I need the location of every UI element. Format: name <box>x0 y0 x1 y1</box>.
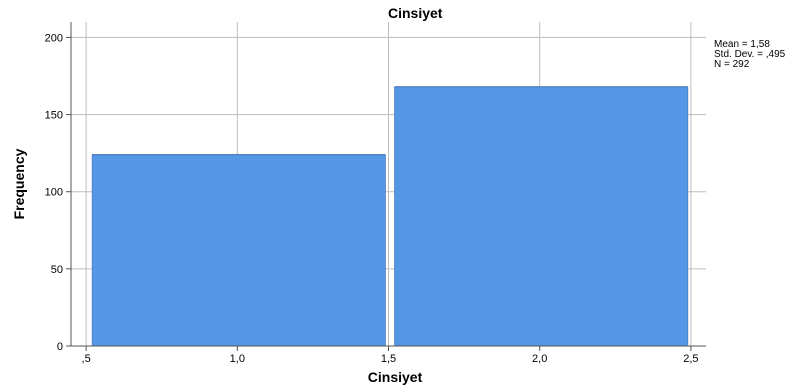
axes <box>66 22 706 351</box>
x-tick-label: 2,0 <box>532 353 547 365</box>
x-tick-label: 2,5 <box>683 353 698 365</box>
stats-n: N = 292 <box>714 59 750 70</box>
y-tick-label: 50 <box>51 264 63 276</box>
y-tick-label: 0 <box>57 341 63 353</box>
bars <box>91 86 689 347</box>
x-tick-label: 1,0 <box>230 353 245 365</box>
x-tick-label: 1,5 <box>381 353 396 365</box>
histogram-bar <box>394 86 688 347</box>
stats-legend: Mean = 1,58 Std. Dev. = ,495 N = 292 <box>714 40 785 70</box>
stats-std-dev: Std. Dev. = ,495 <box>714 49 786 60</box>
tick-labels: 0 50 100 150 200 ,5 1,0 1,5 2,0 2,5 <box>45 32 699 365</box>
x-axis-label: Cinsiyet <box>367 369 423 385</box>
y-tick-label: 200 <box>45 32 63 44</box>
x-tick-label: ,5 <box>82 353 91 365</box>
y-tick-label: 100 <box>45 187 63 199</box>
chart-title: Cinsiyet <box>388 5 443 21</box>
stats-mean: Mean = 1,58 <box>714 39 770 50</box>
y-tick-label: 150 <box>45 110 63 122</box>
histogram-bar <box>92 154 386 346</box>
y-axis-label: Frequency <box>11 148 27 220</box>
